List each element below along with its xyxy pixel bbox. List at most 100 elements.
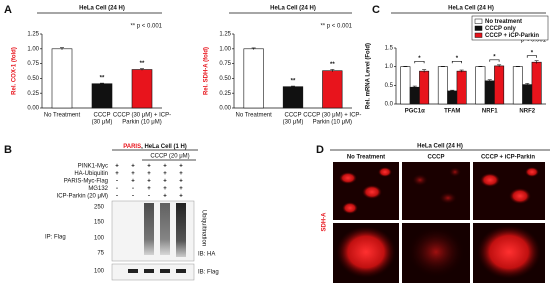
smear bbox=[144, 203, 154, 255]
significance: * bbox=[493, 54, 496, 60]
y-tick-label: 0.00 bbox=[27, 106, 39, 112]
bar bbox=[131, 69, 153, 109]
bar bbox=[282, 86, 304, 109]
sign: + bbox=[163, 164, 167, 170]
mw-marker: 100 bbox=[94, 269, 105, 275]
significance: ** bbox=[100, 76, 105, 82]
y-tick-label: 0.5 bbox=[385, 83, 394, 89]
blot-rows: PINK1-Myc + + + + +HA-Ubiquitin + + + + +PARIS-Myc… bbox=[57, 164, 184, 200]
legend-swatch bbox=[474, 25, 483, 31]
panel-letter: B bbox=[4, 144, 12, 156]
annotation: * p < 0.001 bbox=[517, 38, 547, 44]
cell bbox=[362, 185, 382, 199]
significance: ** bbox=[330, 62, 335, 68]
significance: * bbox=[456, 56, 459, 62]
legend-swatch bbox=[474, 32, 483, 38]
chart-title: HeLa Cell (24 H) bbox=[270, 6, 316, 12]
annotation: ** p < 0.001 bbox=[320, 24, 352, 30]
column-label: CCCP + iCP-Parkin bbox=[481, 155, 535, 161]
bar bbox=[531, 61, 542, 105]
legend-label: CCCP + iCP-Parkin bbox=[485, 33, 539, 39]
x-tick-label: No Treatment bbox=[44, 113, 81, 119]
sign: + bbox=[163, 194, 167, 200]
y-tick-label: 1.25 bbox=[27, 32, 39, 38]
cell bbox=[480, 173, 500, 187]
sign: + bbox=[131, 179, 135, 185]
y-tick-label: 0.75 bbox=[219, 61, 231, 67]
micro-title: HeLa Cell (24 H) bbox=[417, 144, 463, 150]
sign: + bbox=[163, 186, 167, 192]
bar bbox=[243, 48, 264, 109]
x-tick-label: No Treatment bbox=[235, 113, 272, 119]
images bbox=[333, 162, 545, 283]
sign: + bbox=[115, 171, 119, 177]
y-tick-label: 0.75 bbox=[27, 61, 39, 67]
blot-header-red: PARIS bbox=[123, 144, 141, 150]
x-tick-label: CCCP (30 μM) + ICP- bbox=[303, 113, 361, 119]
sign: - bbox=[116, 186, 118, 192]
bar bbox=[322, 70, 343, 109]
x-tick-label: NRF1 bbox=[482, 109, 498, 115]
bar bbox=[512, 66, 523, 105]
row-label: ICP-Parkin (20 μM) bbox=[57, 194, 108, 200]
y-tick-label: 1.5 bbox=[385, 46, 394, 52]
sign: + bbox=[147, 171, 151, 177]
cell bbox=[336, 226, 396, 278]
cell bbox=[339, 172, 357, 184]
cell bbox=[412, 174, 428, 186]
significance: ** bbox=[140, 61, 145, 67]
row-label: PARIS-Myc-Flag bbox=[64, 179, 108, 185]
mw-marker: 75 bbox=[97, 251, 104, 257]
y-tick-label: 1.0 bbox=[385, 64, 394, 70]
row-label: PINK1-Myc bbox=[78, 164, 108, 170]
significance: * bbox=[418, 56, 421, 62]
bar bbox=[484, 80, 495, 105]
cell bbox=[477, 225, 541, 279]
column-label: CCCP bbox=[427, 155, 444, 161]
bar bbox=[437, 66, 448, 105]
bar bbox=[522, 84, 533, 105]
sign: - bbox=[132, 186, 134, 192]
sign: + bbox=[179, 194, 183, 200]
bar bbox=[400, 66, 411, 105]
bar bbox=[409, 86, 420, 105]
panel-letter: C bbox=[372, 4, 380, 16]
cell bbox=[525, 167, 539, 177]
bar bbox=[475, 66, 486, 105]
bar bbox=[51, 48, 73, 109]
cell bbox=[509, 188, 531, 204]
x-tick-label: CCCP bbox=[284, 113, 301, 119]
legend-label: CCCP only bbox=[485, 26, 517, 32]
y-tick-label: 0.25 bbox=[219, 91, 231, 97]
x-tick-label: Parkin (10 μM) bbox=[122, 120, 161, 126]
y-axis-label: Rel. mRNA Level (Fold) bbox=[366, 43, 372, 109]
x-tick-label: NRF2 bbox=[519, 109, 535, 115]
band bbox=[176, 269, 186, 273]
sign: + bbox=[131, 164, 135, 170]
bar bbox=[456, 70, 467, 105]
sig-bracket bbox=[451, 60, 462, 64]
x-tick-label: Parkin (10 μM) bbox=[313, 120, 352, 126]
row-label: HA-Ubiquitin bbox=[74, 171, 108, 177]
ib-label: IB: HA bbox=[198, 252, 215, 258]
x-tick-label: (30 μM) bbox=[92, 120, 113, 126]
bar bbox=[91, 83, 113, 109]
cell bbox=[408, 227, 464, 277]
y-tick-label: 1.00 bbox=[219, 46, 231, 52]
y-tick-label: 0.50 bbox=[219, 76, 231, 82]
row-label: SDH-A bbox=[322, 212, 328, 232]
panel-letter: D bbox=[316, 144, 324, 156]
significance: * bbox=[531, 50, 534, 56]
sign: + bbox=[179, 171, 183, 177]
significance: ** bbox=[291, 79, 296, 85]
side-label: Ubiquitination bbox=[200, 210, 206, 246]
sig-bracket bbox=[489, 59, 500, 62]
x-tick-label: CCCP bbox=[93, 113, 110, 119]
annotation: ** p < 0.001 bbox=[130, 24, 162, 30]
row-label: MG132 bbox=[88, 186, 108, 192]
sign: + bbox=[179, 164, 183, 170]
sign: + bbox=[131, 171, 135, 177]
sign: + bbox=[163, 179, 167, 185]
microscopy-panel: HeLa Cell (24 H) No Treatment CCCP CCCP … bbox=[322, 144, 550, 283]
